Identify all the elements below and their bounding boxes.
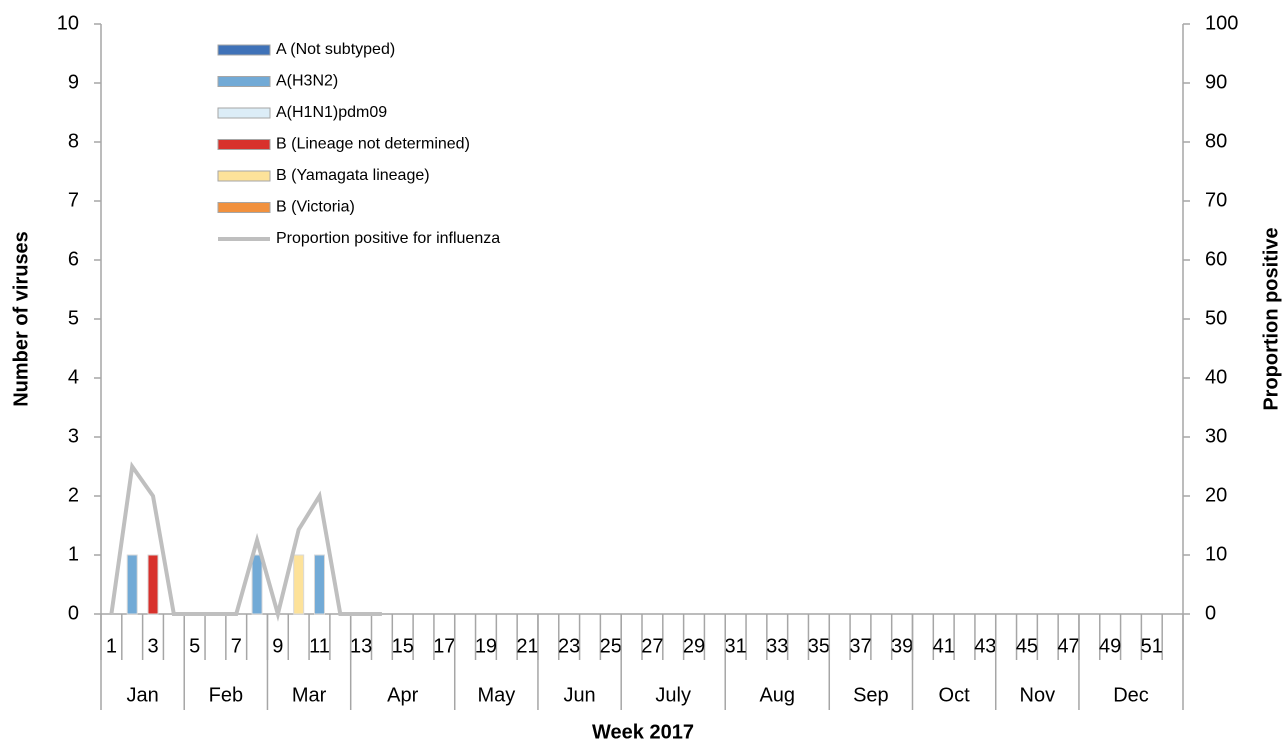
y-tick-label: 4 bbox=[68, 366, 79, 388]
y-axis-title: Number of viruses bbox=[10, 231, 32, 407]
y2-tick-label: 80 bbox=[1205, 130, 1227, 152]
legend-label: A(H3N2) bbox=[276, 73, 338, 90]
x-tick-label: 51 bbox=[1141, 635, 1163, 657]
month-label: Mar bbox=[292, 684, 327, 706]
bar bbox=[313, 554, 325, 615]
x-tick-label: 1 bbox=[106, 635, 117, 657]
bar bbox=[126, 554, 138, 615]
month-label: Jan bbox=[126, 684, 158, 706]
y2-tick-label: 90 bbox=[1205, 71, 1227, 93]
legend-label: A(H1N1)pdm09 bbox=[276, 104, 387, 121]
legend-swatch bbox=[217, 202, 271, 213]
x-tick-label: 9 bbox=[272, 635, 283, 657]
x-tick-label: 17 bbox=[433, 635, 455, 657]
y2-tick-label: 40 bbox=[1205, 366, 1227, 388]
month-label: Dec bbox=[1113, 684, 1149, 706]
legend-label: B (Victoria) bbox=[276, 199, 355, 216]
x-tick-label: 25 bbox=[600, 635, 622, 657]
y-tick-label: 9 bbox=[68, 71, 79, 93]
x-tick-label: 35 bbox=[808, 635, 830, 657]
x-tick-label: 33 bbox=[766, 635, 788, 657]
x-tick-label: 13 bbox=[350, 635, 372, 657]
y2-tick-label: 60 bbox=[1205, 248, 1227, 270]
legend-swatch bbox=[217, 170, 271, 182]
x-tick-label: 43 bbox=[974, 635, 996, 657]
x-tick-label: 39 bbox=[891, 635, 913, 657]
y-tick-label: 2 bbox=[68, 484, 79, 506]
y-tick-label: 8 bbox=[68, 130, 79, 152]
month-label: Aug bbox=[759, 684, 795, 706]
x-tick-label: 21 bbox=[516, 635, 538, 657]
y-tick-label: 7 bbox=[68, 189, 79, 211]
x-tick-label: 11 bbox=[309, 635, 330, 657]
legend-swatch bbox=[217, 76, 271, 87]
y-tick-label: 1 bbox=[68, 543, 79, 565]
legend-label: Proportion positive for influenza bbox=[276, 230, 500, 247]
legend-label: B (Lineage not determined) bbox=[276, 136, 470, 153]
y-tick-label: 6 bbox=[68, 248, 79, 270]
x-tick-label: 47 bbox=[1057, 635, 1079, 657]
y-tick-label: 10 bbox=[57, 12, 79, 34]
x-tick-label: 37 bbox=[849, 635, 871, 657]
y2-tick-label: 50 bbox=[1205, 307, 1227, 329]
legend-swatch bbox=[217, 139, 271, 150]
y2-tick-label: 100 bbox=[1205, 12, 1238, 34]
legend-label: B (Yamagata lineage) bbox=[276, 167, 430, 184]
y-tick-label: 3 bbox=[68, 425, 79, 447]
x-tick-label: 29 bbox=[683, 635, 705, 657]
x-tick-label: 19 bbox=[475, 635, 497, 657]
bar bbox=[147, 554, 159, 615]
month-label: May bbox=[477, 684, 515, 706]
legend-swatch bbox=[217, 107, 271, 119]
month-label: Sep bbox=[853, 684, 889, 706]
x-tick-label: 5 bbox=[189, 635, 200, 657]
line bbox=[109, 461, 382, 622]
x-tick-label: 45 bbox=[1016, 635, 1038, 657]
month-label: Jun bbox=[563, 684, 595, 706]
month-label: Oct bbox=[939, 684, 971, 706]
y2-tick-label: 30 bbox=[1205, 425, 1227, 447]
x-tick-label: 31 bbox=[725, 635, 747, 657]
x-tick-label: 3 bbox=[147, 635, 158, 657]
x-axis-title: Week 2017 bbox=[592, 721, 694, 743]
bar bbox=[293, 554, 305, 615]
y2-axis-title: Proportion positive bbox=[1260, 227, 1282, 410]
legend-label: A (Not subtyped) bbox=[276, 41, 395, 58]
x-tick-label: 41 bbox=[933, 635, 955, 657]
bar bbox=[251, 554, 263, 615]
y-tick-label: 5 bbox=[68, 307, 79, 329]
month-label: Nov bbox=[1020, 684, 1056, 706]
y2-tick-label: 20 bbox=[1205, 484, 1227, 506]
x-tick-label: 15 bbox=[392, 635, 414, 657]
y2-tick-label: 0 bbox=[1205, 602, 1216, 624]
x-tick-label: 49 bbox=[1099, 635, 1121, 657]
y2-tick-label: 70 bbox=[1205, 189, 1227, 211]
y2-tick-label: 10 bbox=[1205, 543, 1227, 565]
month-label: July bbox=[655, 684, 691, 706]
x-tick-label: 27 bbox=[641, 635, 663, 657]
x-tick-label: 23 bbox=[558, 635, 580, 657]
legend-swatch bbox=[217, 44, 271, 56]
month-label: Apr bbox=[387, 684, 418, 706]
month-label: Feb bbox=[209, 684, 243, 706]
y-tick-label: 0 bbox=[68, 602, 79, 624]
x-tick-label: 7 bbox=[231, 635, 242, 657]
